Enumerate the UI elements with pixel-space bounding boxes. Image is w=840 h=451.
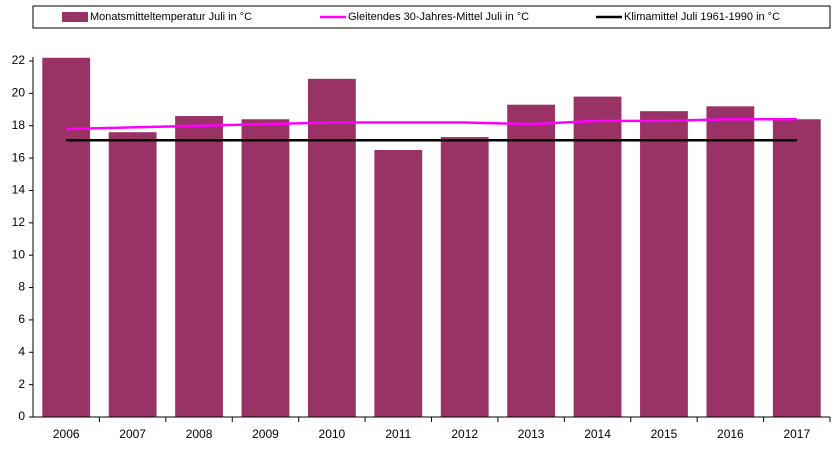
bar [307,78,356,418]
x-tick-label: 2008 [186,427,213,441]
y-tick-label: 10 [12,247,26,261]
bar [640,111,688,417]
x-tick-label: 2015 [651,427,678,441]
legend-label: Monatsmitteltemperatur Juli in °C [90,11,252,23]
y-tick-label: 12 [12,215,26,229]
bar [507,104,556,417]
y-tick-label: 2 [18,377,25,391]
x-tick-label: 2012 [451,427,478,441]
y-tick-label: 16 [12,150,26,164]
bar [374,150,423,417]
y-tick-label: 20 [12,86,26,100]
line [66,118,797,131]
x-tick-label: 2009 [252,427,279,441]
bar [108,132,157,417]
y-tick-label: 22 [12,53,26,67]
bar [573,96,622,417]
y-tick-label: 18 [12,118,26,132]
x-tick-label: 2016 [717,427,744,441]
x-tick-label: 2013 [518,427,545,441]
legend-swatch [62,12,88,22]
x-tick-label: 2006 [53,427,80,441]
x-tick-label: 2007 [119,427,146,441]
legend-box [32,5,831,29]
bar [440,137,489,417]
y-tick-label: 8 [18,280,25,294]
y-tick-label: 0 [18,409,25,423]
bar [175,116,223,417]
bar [772,119,821,417]
x-tick-label: 2014 [584,427,611,441]
x-tick-label: 2010 [319,427,346,441]
y-tick-label: 6 [18,312,25,326]
bar [42,57,91,417]
legend-label: Gleitendes 30-Jahres-Mittel Juli in °C [348,11,529,23]
x-tick-label: 2011 [385,427,411,441]
y-tick-label: 14 [12,183,26,197]
y-tick-label: 4 [18,344,25,358]
bar [706,106,755,418]
x-tick-label: 2017 [783,427,810,441]
legend-label: Klimamittel Juli 1961-1990 in °C [624,11,780,23]
bar [241,119,290,417]
